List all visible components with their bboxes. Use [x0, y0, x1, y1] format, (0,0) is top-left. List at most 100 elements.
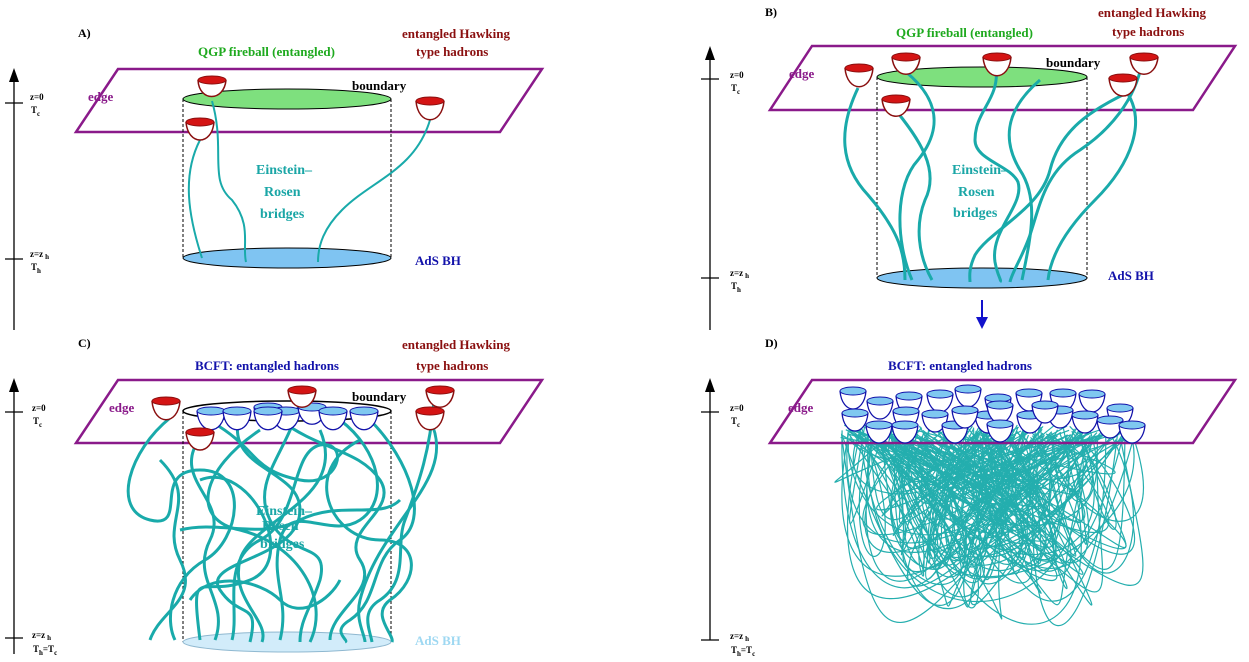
bridges-label-line1: Einstein– [952, 163, 1009, 178]
boundary-plane [767, 44, 1238, 112]
boundary-plane [73, 67, 545, 134]
er-bridge-curve [869, 427, 997, 521]
panel-d: D) z=0 Tc z=z h Th=Tc BCFT: entangled had… [701, 336, 1238, 658]
axis-top-label: z=0 [730, 403, 744, 413]
axis-top-label: z=0 [730, 70, 744, 80]
axis-bottom-label: z=z h [30, 249, 49, 261]
blue-hadron-icon [865, 420, 893, 444]
bridges-label-line2: Rosen [958, 185, 995, 200]
er-bridge-curve [901, 426, 1019, 569]
er-bridge-curve [958, 424, 1070, 579]
blue-hadron-icon [891, 420, 919, 444]
er-bridge-curve [874, 427, 1058, 581]
bridges-label-line2: Rosen [262, 519, 299, 534]
bridges-label-line3: bridges [953, 206, 998, 221]
er-bridge-curve [866, 430, 1031, 553]
axis-top-temp: Tc [731, 83, 740, 96]
transition-arrow [976, 300, 988, 329]
axis-bottom-label: z=z h [730, 631, 749, 643]
er-bridge-curve [847, 425, 1096, 536]
red-hadron-icon [415, 96, 445, 121]
er-bridges-tangled [126, 399, 438, 644]
bridges-label-line1: Einstein– [256, 504, 313, 519]
edge-label: edge [109, 400, 135, 415]
panel-b-axis: z=0 Tc z=z h Th [701, 46, 749, 330]
panel-a: A) z=0 Tc z=z h Th edge QGP fireball (ent… [5, 26, 545, 330]
er-bridge-curve [1026, 429, 1126, 572]
er-bridge-curve [908, 424, 1137, 558]
bcft-hadrons [196, 402, 379, 431]
axis-top-temp: Tc [33, 416, 42, 429]
panel-c: C) z=0 Tc z=z h Th=Tc edge BCFT: entangle… [5, 336, 545, 657]
boundary-label: boundary [1046, 55, 1101, 70]
axis-bottom-label: z=z h [32, 630, 51, 642]
axis-arrowhead-icon [9, 68, 19, 82]
red-hadron-icon [982, 52, 1012, 77]
blue-hadron-icon [318, 406, 348, 431]
er-bridge-curve [949, 432, 1051, 495]
panel-c-id: C) [78, 336, 91, 350]
axis-top-label: z=0 [32, 403, 46, 413]
bh-label: AdS BH [415, 633, 461, 648]
panel-c-axis: z=0 Tc z=z h Th=Tc [5, 378, 57, 657]
panel-b-id: B) [765, 5, 777, 19]
er-bridge-curve [960, 432, 1093, 524]
blue-hadron-icon [1046, 405, 1074, 429]
er-bridge-curve [834, 430, 970, 483]
fireball-label: QGP fireball (entangled) [198, 44, 335, 59]
blue-hadron-icon [1118, 420, 1146, 444]
blue-hadron-icon [951, 405, 979, 429]
red-hadron-icon [844, 63, 874, 88]
blue-hadron-icon [196, 406, 226, 431]
red-hadron-icon [287, 385, 317, 408]
hawking-hadrons [151, 385, 455, 451]
er-bridge-curve [846, 431, 1103, 600]
axis-bottom-temp: Th=Tc [33, 644, 57, 657]
red-hadron-icon [1108, 73, 1138, 97]
hawking-label-line2: type hadrons [1112, 24, 1184, 39]
ads-black-hole-faded [182, 631, 392, 653]
er-bridge-curve [847, 426, 1027, 566]
hawking-label-line2: type hadrons [416, 358, 488, 373]
red-hadron-icon [197, 75, 227, 98]
hawking-label-line1: entangled Hawking [402, 337, 510, 352]
er-bridge-curve [1032, 433, 1119, 627]
axis-bottom-temp: Th [731, 281, 741, 294]
blue-hadron-icon [839, 386, 867, 410]
blue-hadron-icon [222, 406, 252, 431]
er-bridge-curve [894, 432, 1004, 610]
er-bridge-curve [882, 428, 1114, 549]
bcft-hadrons [839, 384, 1146, 444]
er-bridge-curve [890, 424, 1014, 534]
panel-d-id: D) [765, 336, 778, 350]
er-bridge-curve [970, 434, 1091, 606]
er-bridge-curve [852, 428, 954, 495]
boundary-plane [73, 378, 545, 445]
bh-label: AdS BH [1108, 268, 1154, 283]
axis-top-temp: Tc [31, 105, 40, 118]
hawking-hadrons [185, 75, 445, 141]
axis-bottom-temp: Th [31, 262, 41, 275]
boundary-label: boundary [352, 78, 407, 93]
er-bridge-curve [890, 435, 1070, 566]
edge-label: edge [88, 89, 114, 104]
red-hadron-icon [185, 117, 215, 141]
red-hadron-icon [425, 385, 455, 408]
er-bridge-curve [846, 427, 1086, 544]
down-arrow-icon [976, 317, 988, 329]
red-hadron-icon [415, 406, 445, 431]
red-hadron-icon [881, 94, 911, 117]
red-hadron-icon [151, 396, 181, 421]
panel-d-axis: z=0 Tc z=z h Th=Tc [701, 378, 755, 658]
bridges-label-line2: Rosen [264, 185, 301, 200]
blue-hadron-icon [253, 406, 283, 431]
er-bridge-curve [849, 427, 885, 525]
er-bridge-curve [983, 424, 1042, 564]
blue-hadron-icon [954, 384, 982, 408]
er-bridge-curve [865, 426, 1024, 620]
axis-bottom-label: z=z h [730, 268, 749, 280]
er-bridge-curve [929, 427, 1135, 553]
edge-label: edge [789, 66, 815, 81]
hawking-hadrons [844, 52, 1159, 117]
bh-label: AdS BH [415, 253, 461, 268]
